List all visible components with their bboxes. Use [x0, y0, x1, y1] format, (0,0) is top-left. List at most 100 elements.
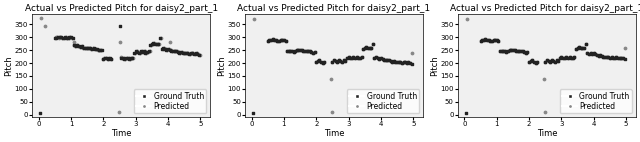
Ground Truth: [153, 42, 163, 45]
Ground Truth: [563, 57, 573, 59]
Ground Truth: [366, 46, 376, 49]
Ground Truth: [592, 54, 602, 56]
Ground Truth: [66, 36, 76, 38]
Ground Truth: [365, 47, 375, 49]
Predicted: [101, 57, 111, 59]
Predicted: [91, 48, 101, 50]
Ground Truth: [298, 50, 308, 52]
Ground Truth: [340, 60, 351, 62]
Predicted: [62, 37, 72, 40]
Ground Truth: [301, 50, 312, 52]
Predicted: [305, 50, 315, 53]
Ground Truth: [587, 53, 597, 55]
Ground Truth: [54, 36, 65, 38]
Ground Truth: [355, 57, 365, 59]
Predicted: [115, 41, 125, 43]
Ground Truth: [134, 52, 144, 54]
Ground Truth: [171, 50, 181, 53]
Predicted: [584, 53, 594, 55]
Predicted: [185, 53, 195, 55]
Predicted: [511, 50, 522, 52]
Ground Truth: [566, 57, 576, 59]
Predicted: [521, 52, 531, 54]
Predicted: [587, 53, 597, 55]
Ground Truth: [293, 48, 303, 51]
Ground Truth: [271, 39, 281, 41]
Predicted: [378, 58, 388, 60]
Ground Truth: [163, 48, 173, 50]
Predicted: [249, 18, 259, 20]
Predicted: [55, 36, 65, 38]
Ground Truth: [571, 48, 581, 50]
Predicted: [596, 55, 607, 57]
Ground Truth: [595, 54, 605, 56]
Ground Truth: [379, 59, 389, 61]
Ground Truth: [568, 57, 578, 59]
Predicted: [195, 54, 205, 56]
Ground Truth: [519, 51, 529, 53]
Predicted: [390, 61, 401, 63]
Predicted: [374, 58, 385, 60]
Predicted: [292, 49, 302, 51]
Predicted: [548, 60, 559, 62]
Ground Truth: [403, 61, 413, 63]
Ground Truth: [616, 57, 627, 59]
Predicted: [476, 40, 486, 42]
Ground Truth: [608, 57, 618, 59]
Ground Truth: [524, 61, 534, 63]
Legend: Ground Truth, Predicted: Ground Truth, Predicted: [134, 89, 206, 113]
Ground Truth: [540, 61, 550, 63]
Predicted: [538, 77, 548, 80]
Ground Truth: [93, 48, 104, 51]
Ground Truth: [394, 61, 404, 63]
Ground Truth: [378, 58, 388, 60]
Predicted: [193, 53, 204, 55]
Predicted: [280, 40, 291, 42]
Ground Truth: [100, 57, 110, 59]
Ground Truth: [500, 50, 510, 53]
Ground Truth: [125, 57, 136, 59]
Predicted: [145, 50, 155, 53]
Ground Truth: [577, 47, 588, 49]
Ground Truth: [192, 53, 202, 55]
Ground Truth: [525, 60, 536, 62]
Predicted: [167, 50, 177, 52]
Predicted: [161, 48, 171, 50]
Predicted: [90, 48, 100, 50]
Ground Truth: [339, 59, 349, 62]
Predicted: [576, 46, 586, 49]
Predicted: [508, 49, 518, 51]
Ground Truth: [99, 58, 109, 60]
Ground Truth: [506, 48, 516, 51]
Ground Truth: [56, 36, 67, 38]
Predicted: [360, 46, 370, 49]
Ground Truth: [353, 57, 364, 59]
Ground Truth: [610, 57, 620, 59]
Predicted: [600, 56, 610, 59]
Predicted: [589, 52, 599, 54]
Ground Truth: [69, 44, 79, 46]
Predicted: [143, 51, 153, 53]
Ground Truth: [77, 45, 88, 47]
Ground Truth: [161, 48, 172, 51]
Predicted: [604, 56, 614, 59]
Ground Truth: [488, 39, 499, 41]
Ground Truth: [476, 40, 486, 42]
Ground Truth: [397, 62, 407, 64]
Ground Truth: [102, 57, 112, 59]
Predicted: [542, 59, 552, 62]
Ground Truth: [504, 49, 515, 51]
Predicted: [490, 39, 500, 41]
Ground Truth: [168, 50, 178, 53]
Ground Truth: [313, 60, 323, 62]
Predicted: [347, 57, 357, 59]
Ground Truth: [461, 112, 471, 115]
Ground Truth: [381, 59, 391, 62]
Ground Truth: [248, 112, 259, 115]
Predicted: [63, 37, 74, 39]
X-axis label: Time: Time: [324, 129, 344, 138]
Ground Truth: [369, 57, 380, 59]
Predicted: [86, 48, 97, 50]
Ground Truth: [262, 40, 273, 42]
Ground Truth: [187, 52, 197, 54]
